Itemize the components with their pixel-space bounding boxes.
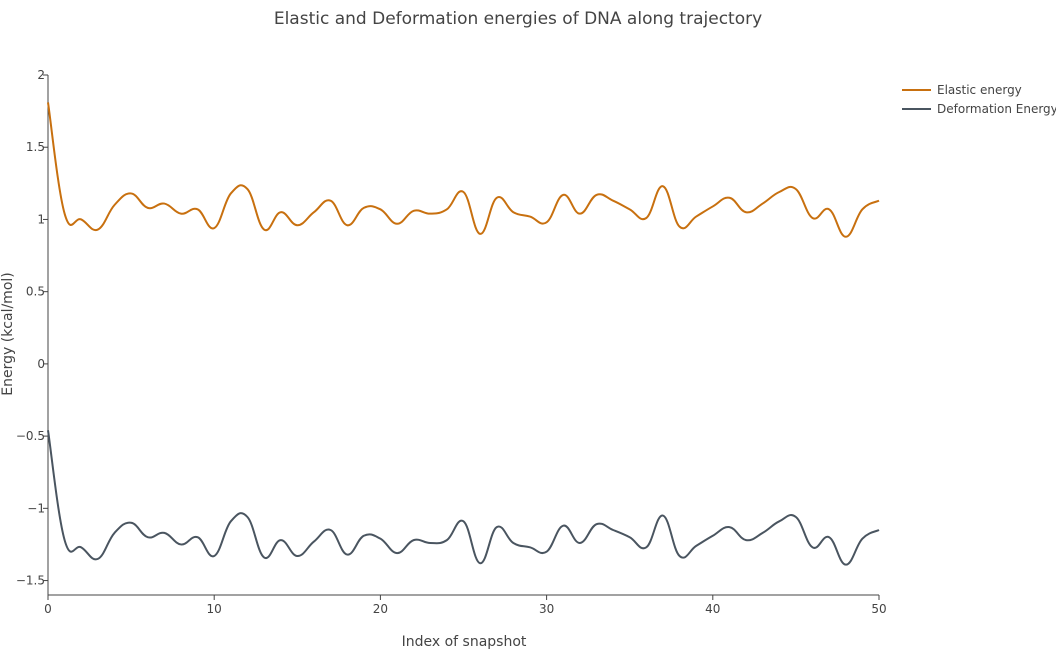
x-tick-label: 20 — [373, 602, 388, 616]
y-tick-label: 0 — [37, 357, 45, 371]
y-tick-label: −1 — [27, 501, 45, 515]
x-tick-label: 0 — [44, 602, 52, 616]
legend[interactable]: Elastic energy Deformation Energy — [902, 83, 1056, 116]
series-line-elastic-energy[interactable] — [47, 102, 880, 238]
plot-area: 0 10 20 30 40 50 −1.5 −1 −0.5 0 0.5 1 1.5 2 — [16, 68, 887, 616]
y-tick-label: 0.5 — [26, 285, 45, 299]
x-ticks: 0 10 20 30 40 50 — [44, 595, 887, 616]
y-tick-label: −1.5 — [16, 574, 45, 588]
legend-item-deformation-energy[interactable]: Deformation Energy — [902, 102, 1056, 116]
y-tick-label: 1 — [37, 212, 45, 226]
series-lines — [47, 102, 880, 566]
chart-title: Elastic and Deformation energies of DNA … — [274, 9, 762, 29]
y-tick-label: −0.5 — [16, 429, 45, 443]
legend-label: Elastic energy — [937, 83, 1022, 97]
x-axis-title: Index of snapshot — [402, 634, 527, 650]
y-ticks: −1.5 −1 −0.5 0 0.5 1 1.5 2 — [16, 68, 48, 588]
y-tick-label: 2 — [37, 68, 45, 82]
x-tick-label: 10 — [207, 602, 222, 616]
y-tick-label: 1.5 — [26, 140, 45, 154]
series-line-deformation-energy[interactable] — [47, 430, 880, 566]
x-tick-label: 30 — [539, 602, 554, 616]
y-axis-title: Energy (kcal/mol) — [0, 272, 16, 395]
x-tick-label: 50 — [871, 602, 886, 616]
legend-label: Deformation Energy — [937, 102, 1056, 116]
x-tick-label: 40 — [705, 602, 720, 616]
legend-item-elastic-energy[interactable]: Elastic energy — [902, 83, 1022, 97]
